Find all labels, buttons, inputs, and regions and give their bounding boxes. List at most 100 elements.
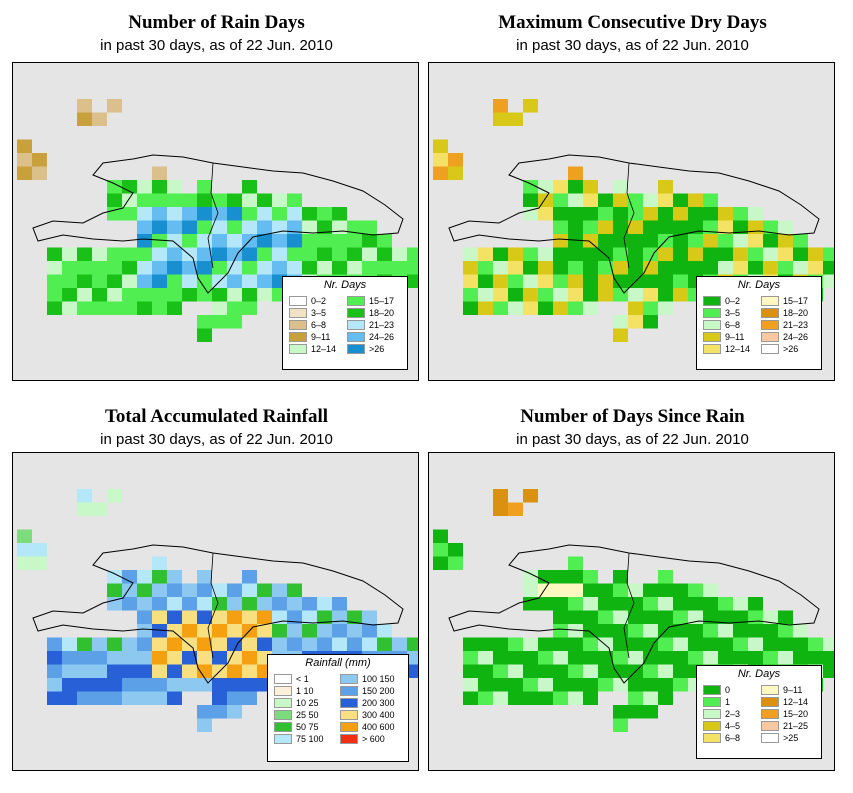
legend-swatch: [347, 307, 365, 318]
grid-cell: [152, 624, 167, 638]
legend-title: Nr. Days: [737, 279, 781, 291]
grid-cell: [493, 637, 508, 651]
grid-cell: [433, 556, 448, 570]
grid-cell: [347, 234, 362, 248]
grid-cell: [197, 288, 212, 302]
grid-cell: [718, 207, 733, 221]
grid-cell: [718, 220, 733, 234]
legend-item: 12–14: [289, 343, 336, 354]
grid-cell: [197, 261, 212, 275]
legend-swatch: [347, 295, 365, 306]
grid-cell: [287, 597, 302, 611]
grid-cell: [137, 234, 152, 248]
grid-cell: [658, 207, 673, 221]
grid-cell: [122, 180, 137, 194]
grid-cell: [493, 678, 508, 692]
grid-cell: [613, 678, 628, 692]
grid-cell: [568, 691, 583, 705]
legend-swatch: [340, 733, 358, 744]
grid-cell: [553, 261, 568, 275]
legend-label: 15–17: [369, 295, 395, 306]
coastline: [448, 544, 820, 684]
legend-label: 18–20: [783, 307, 809, 318]
grid-cell: [538, 691, 553, 705]
grid-cell: [628, 220, 643, 234]
legend-item: 150 200: [340, 685, 395, 696]
grid-cell: [167, 301, 182, 315]
grid-cell: [272, 624, 287, 638]
grid-cell: [643, 651, 658, 665]
legend-swatch: [347, 343, 365, 354]
grid-cell: [568, 610, 583, 624]
grid-cell: [598, 678, 613, 692]
grid-cell: [463, 637, 478, 651]
grid-cell: [733, 261, 748, 275]
grid-cell: [182, 234, 197, 248]
panel-title: Number of Days Since Rain: [520, 406, 745, 427]
grid-cell: [317, 610, 332, 624]
grid-cell: [673, 220, 688, 234]
grid-cell: [77, 99, 92, 113]
grid-cell: [778, 651, 793, 665]
grid-cell: [62, 274, 77, 288]
legend-label: 150 200: [362, 685, 395, 696]
grid-cell: [733, 651, 748, 665]
grid-cell: [227, 234, 242, 248]
grid-cell: [823, 274, 834, 288]
grid-cell: [508, 502, 523, 516]
grid-cell: [152, 651, 167, 665]
grid-cell: [107, 288, 122, 302]
legend-swatch: [703, 696, 721, 707]
grid-cell: [703, 193, 718, 207]
grid-cell: [628, 288, 643, 302]
grid-cell: [553, 274, 568, 288]
grid-cell: [658, 180, 673, 194]
grid-cell: [793, 234, 808, 248]
grid-cell: [182, 610, 197, 624]
grid-cell: [197, 274, 212, 288]
grid-cell: [332, 234, 347, 248]
legend-item: 21–23: [347, 319, 394, 330]
grid-cell: [448, 556, 463, 570]
grid-cell: [793, 261, 808, 275]
grid-cell: [317, 624, 332, 638]
legend-label: 2–3: [725, 708, 741, 719]
grid-cell: [182, 220, 197, 234]
legend-swatch: [289, 331, 307, 342]
grid-cell: [643, 637, 658, 651]
grid-cell: [122, 691, 137, 705]
grid-cell: [538, 193, 553, 207]
grid-cell: [122, 288, 137, 302]
grid-cell: [568, 166, 583, 180]
grid-cell: [167, 261, 182, 275]
grid-cell: [107, 301, 122, 315]
legend-swatch: [340, 697, 358, 708]
legend-title: Nr. Days: [737, 668, 781, 680]
legend-item: 15–17: [761, 295, 808, 306]
grid-cell: [212, 247, 227, 261]
grid-cell: [17, 166, 32, 180]
grid-cell: [317, 234, 332, 248]
grid-cell: [613, 664, 628, 678]
grid-cell: [212, 678, 227, 692]
legend-label: > 600: [362, 733, 385, 744]
grid-cell: [302, 207, 317, 221]
legend-label: 3–5: [725, 307, 741, 318]
legend-swatch: [340, 709, 358, 720]
grid-cell: [658, 664, 673, 678]
legend-label: 0–2: [311, 295, 327, 306]
grid-cell: [92, 261, 107, 275]
grid-cell: [613, 610, 628, 624]
grid-cell: [197, 664, 212, 678]
grid-cell: [673, 247, 688, 261]
grid-cell: [493, 651, 508, 665]
grid-cell: [272, 597, 287, 611]
grid-cell: [658, 288, 673, 302]
grid-cell: [628, 624, 643, 638]
grid-cell: [763, 651, 778, 665]
grid-cell: [212, 234, 227, 248]
grid-cell: [107, 489, 122, 503]
grid-cell: [808, 261, 823, 275]
grid-cell: [793, 651, 808, 665]
map-total-rainfall: [17, 489, 418, 732]
